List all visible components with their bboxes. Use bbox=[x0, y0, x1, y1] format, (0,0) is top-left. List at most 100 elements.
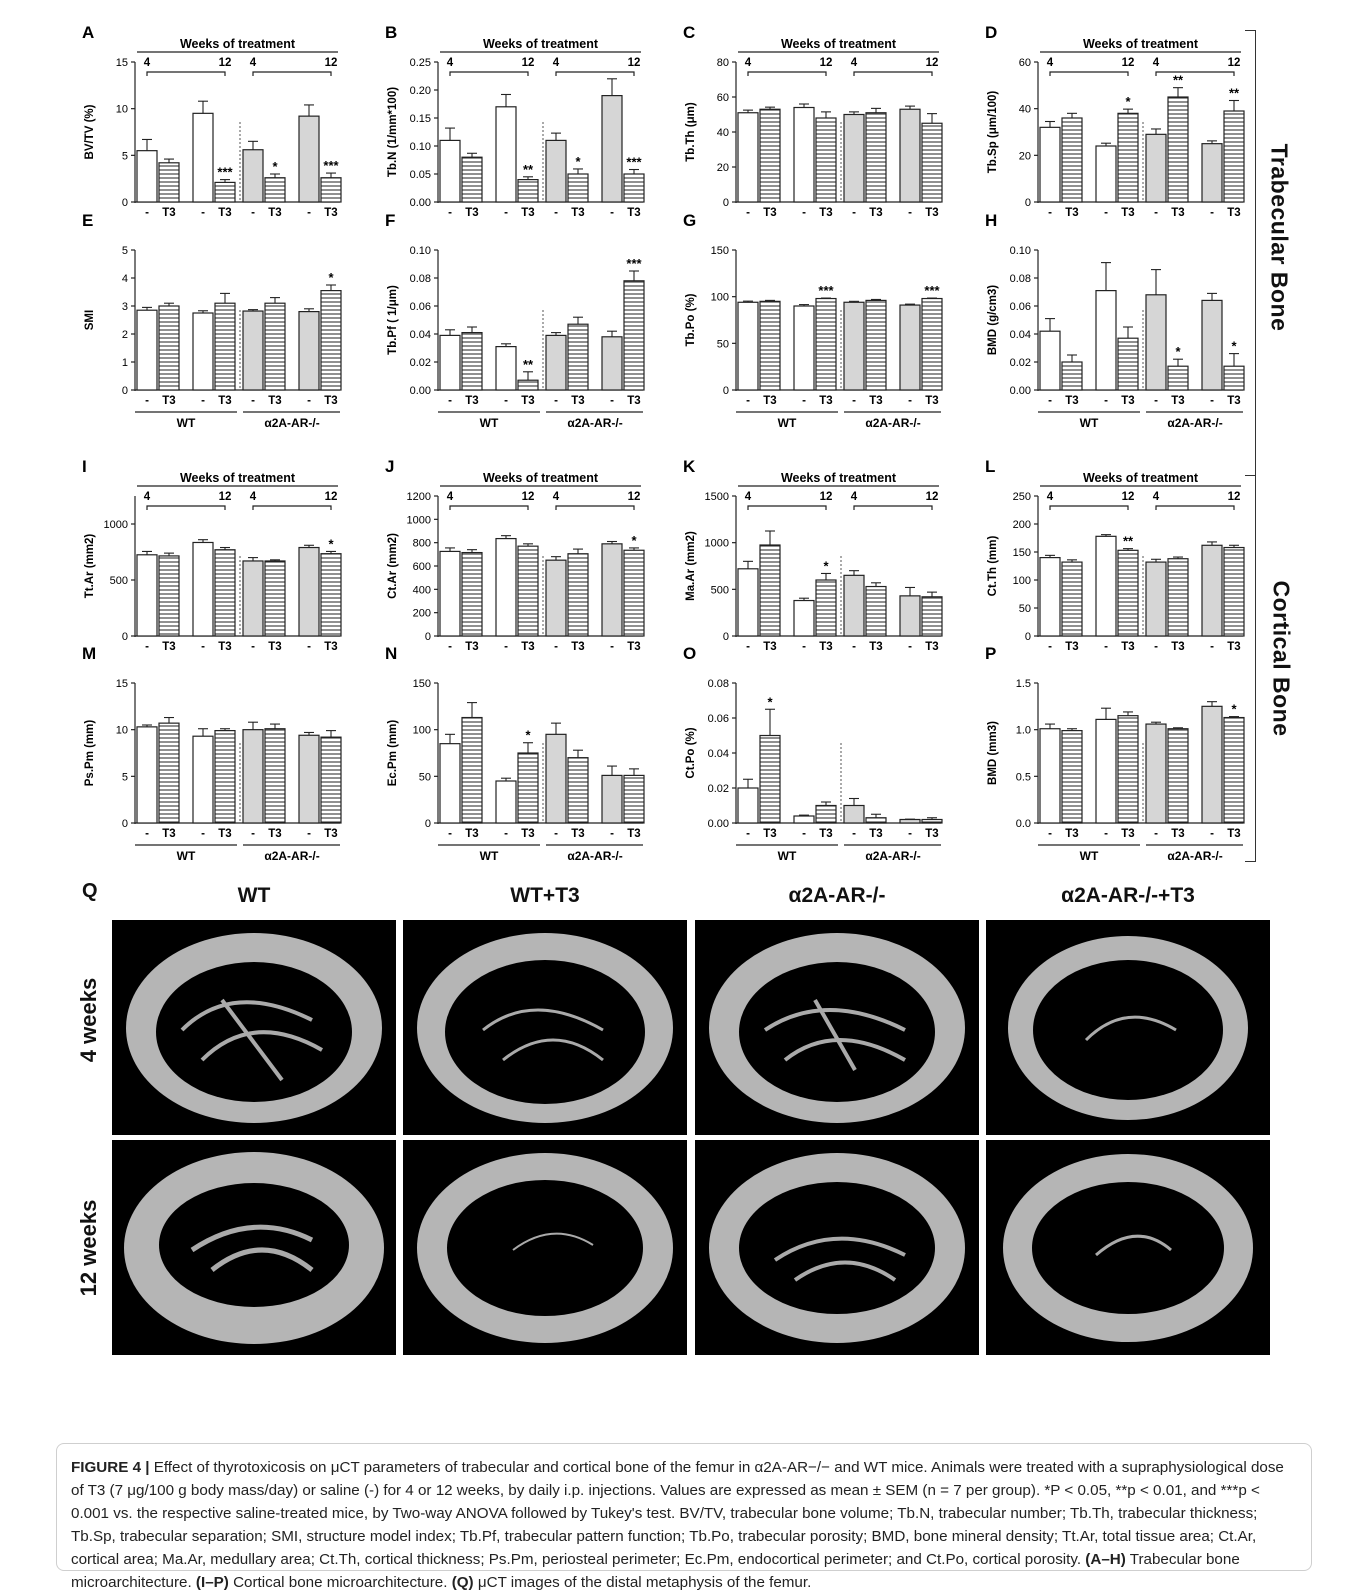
x-tick-label-g: - bbox=[908, 395, 912, 407]
y-tick-label-i: 0 bbox=[122, 631, 128, 643]
y-axis-label-e: SMI bbox=[84, 310, 96, 330]
y-tick-label-a: 0 bbox=[122, 197, 128, 209]
bar-c bbox=[759, 108, 781, 203]
week-label-j: 4 bbox=[447, 491, 454, 503]
y-tick-label-a: 15 bbox=[116, 57, 128, 69]
y-tick-label-j: 0 bbox=[425, 631, 431, 643]
x-tick-label-n: - bbox=[448, 828, 452, 840]
bar-m bbox=[192, 735, 214, 824]
y-tick-label-j: 1200 bbox=[407, 491, 431, 503]
bar-g bbox=[793, 305, 815, 391]
microct-image-wt-t3-12w bbox=[403, 1140, 687, 1355]
week-bracket-a bbox=[252, 71, 332, 76]
bar-k bbox=[865, 585, 887, 637]
y-tick-label-e: 5 bbox=[122, 245, 128, 257]
bar-e bbox=[158, 305, 180, 391]
weeks-header-i: Weeks of treatment bbox=[180, 471, 296, 485]
x-tick-label-g: T3 bbox=[763, 395, 776, 407]
y-tick-label-k: 1000 bbox=[705, 538, 729, 550]
y-tick-label-l: 0 bbox=[1025, 631, 1031, 643]
bar-o bbox=[865, 817, 887, 824]
significance-i: * bbox=[328, 536, 334, 551]
x-tick-label-b: - bbox=[554, 207, 558, 219]
bar-e bbox=[264, 302, 286, 391]
bar-a bbox=[320, 177, 342, 203]
week-bracket-k bbox=[853, 505, 933, 510]
week-label-d: 4 bbox=[1153, 57, 1160, 69]
bar-i bbox=[242, 560, 264, 637]
bar-p bbox=[1167, 728, 1189, 824]
bar-l bbox=[1039, 556, 1061, 637]
significance-d: ** bbox=[1229, 86, 1240, 101]
bar-n bbox=[601, 774, 623, 824]
x-tick-label-m: T3 bbox=[324, 828, 337, 840]
bar-m bbox=[320, 736, 342, 824]
caption-bold-1: (A–H) bbox=[1085, 1551, 1126, 1568]
bar-g bbox=[843, 301, 865, 391]
y-axis-label-m: Ps.Pm (mm) bbox=[84, 720, 96, 787]
significance-d: ** bbox=[1173, 73, 1184, 88]
week-label-d: 12 bbox=[1228, 57, 1241, 69]
x-tick-label-n: T3 bbox=[571, 828, 584, 840]
y-tick-label-h: 0.10 bbox=[1010, 245, 1031, 257]
x-tick-label-k: - bbox=[802, 641, 806, 653]
x-tick-label-d: - bbox=[1104, 207, 1108, 219]
y-tick-label-m: 0 bbox=[122, 818, 128, 830]
q-column-title-ko-t3: α2A-AR-/-+T3 bbox=[1061, 884, 1195, 907]
y-tick-label-h: 0.04 bbox=[1010, 329, 1031, 341]
week-label-k: 4 bbox=[745, 491, 752, 503]
caption-label: FIGURE 4 | bbox=[71, 1459, 150, 1476]
week-label-j: 12 bbox=[522, 491, 535, 503]
y-axis-label-f: Tb.Pf ( 1/μm) bbox=[387, 285, 399, 355]
significance-f: ** bbox=[523, 357, 534, 372]
bar-c bbox=[843, 113, 865, 203]
cortical-bracket bbox=[1255, 475, 1256, 861]
bar-o bbox=[759, 734, 781, 824]
bar-c bbox=[737, 112, 759, 203]
y-tick-label-f: 0.00 bbox=[410, 385, 431, 397]
bar-l bbox=[1145, 561, 1167, 637]
y-tick-label-d: 0 bbox=[1025, 197, 1031, 209]
weeks-header-c: Weeks of treatment bbox=[781, 37, 897, 51]
x-tick-label-p: - bbox=[1104, 828, 1108, 840]
x-tick-label-k: T3 bbox=[819, 641, 832, 653]
x-tick-label-f: - bbox=[448, 395, 452, 407]
panel-letter-p: P bbox=[985, 644, 996, 663]
x-tick-label-h: - bbox=[1048, 395, 1052, 407]
week-label-c: 4 bbox=[745, 57, 752, 69]
week-label-a: 12 bbox=[219, 57, 232, 69]
y-tick-label-b: 0.10 bbox=[410, 141, 431, 153]
caption-bold-3: (Q) bbox=[451, 1574, 474, 1591]
panel-letter-n: N bbox=[385, 644, 397, 663]
significance-j: * bbox=[631, 533, 637, 548]
y-tick-label-p: 1.5 bbox=[1016, 678, 1031, 690]
y-tick-label-b: 0.15 bbox=[410, 113, 431, 125]
y-tick-label-h: 0.06 bbox=[1010, 301, 1031, 313]
bar-e bbox=[136, 309, 158, 391]
x-tick-label-f: - bbox=[610, 395, 614, 407]
x-tick-label-c: T3 bbox=[763, 207, 776, 219]
panel-letter-c: C bbox=[683, 23, 695, 42]
bar-i bbox=[298, 546, 320, 637]
bar-h bbox=[1117, 337, 1139, 391]
bar-h bbox=[1201, 299, 1223, 391]
x-tick-label-b: T3 bbox=[465, 207, 478, 219]
bar-h bbox=[1223, 365, 1245, 391]
x-tick-label-b: T3 bbox=[627, 207, 640, 219]
bar-o bbox=[899, 818, 921, 824]
bar-a bbox=[158, 162, 180, 203]
x-tick-label-b: T3 bbox=[571, 207, 584, 219]
x-tick-label-i: - bbox=[251, 641, 255, 653]
y-tick-label-g: 100 bbox=[711, 292, 729, 304]
y-tick-label-p: 0.0 bbox=[1016, 818, 1031, 830]
y-tick-label-a: 5 bbox=[122, 150, 128, 162]
week-label-a: 4 bbox=[144, 57, 151, 69]
x-tick-label-i: T3 bbox=[218, 641, 231, 653]
bar-k bbox=[843, 574, 865, 637]
x-tick-label-p: T3 bbox=[1227, 828, 1240, 840]
x-tick-label-k: T3 bbox=[763, 641, 776, 653]
bar-j bbox=[623, 549, 645, 637]
panel-letter-g: G bbox=[683, 211, 696, 230]
bar-b bbox=[623, 173, 645, 203]
y-tick-label-b: 0.25 bbox=[410, 57, 431, 69]
